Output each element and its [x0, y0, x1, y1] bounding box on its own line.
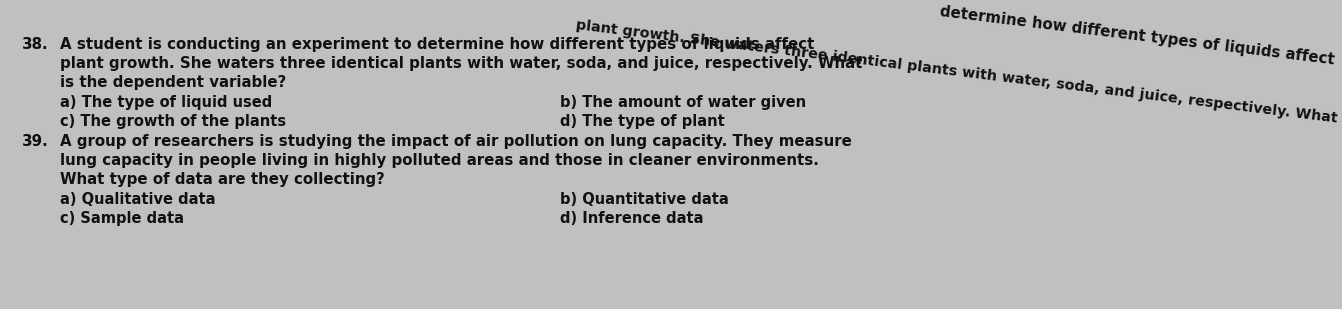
- Text: d) Inference data: d) Inference data: [560, 211, 703, 226]
- Text: c) The growth of the plants: c) The growth of the plants: [60, 114, 286, 129]
- Text: 39.: 39.: [21, 134, 48, 149]
- Text: c) Sample data: c) Sample data: [60, 211, 184, 226]
- Text: What type of data are they collecting?: What type of data are they collecting?: [60, 172, 385, 187]
- Text: plant growth. She waters three identical plants with water, soda, and juice, res: plant growth. She waters three identical…: [60, 56, 863, 71]
- Text: plant growth. She waters three identical plants with water, soda, and juice, res: plant growth. She waters three identical…: [574, 18, 1338, 125]
- Text: b) Quantitative data: b) Quantitative data: [560, 192, 729, 207]
- Text: lung capacity in people living in highly polluted areas and those in cleaner env: lung capacity in people living in highly…: [60, 153, 819, 168]
- Text: determine how different types of liquids affect: determine how different types of liquids…: [938, 4, 1335, 67]
- Text: is the dependent variable?: is the dependent variable?: [60, 75, 286, 90]
- Text: d) The type of plant: d) The type of plant: [560, 114, 725, 129]
- Text: A group of researchers is studying the impact of air pollution on lung capacity.: A group of researchers is studying the i…: [60, 134, 852, 149]
- Text: a) The type of liquid used: a) The type of liquid used: [60, 95, 272, 110]
- Text: A student is conducting an experiment to determine how different types of liquid: A student is conducting an experiment to…: [60, 37, 815, 52]
- Text: b) The amount of water given: b) The amount of water given: [560, 95, 807, 110]
- Text: a) Qualitative data: a) Qualitative data: [60, 192, 216, 207]
- Text: 38.: 38.: [21, 37, 48, 52]
